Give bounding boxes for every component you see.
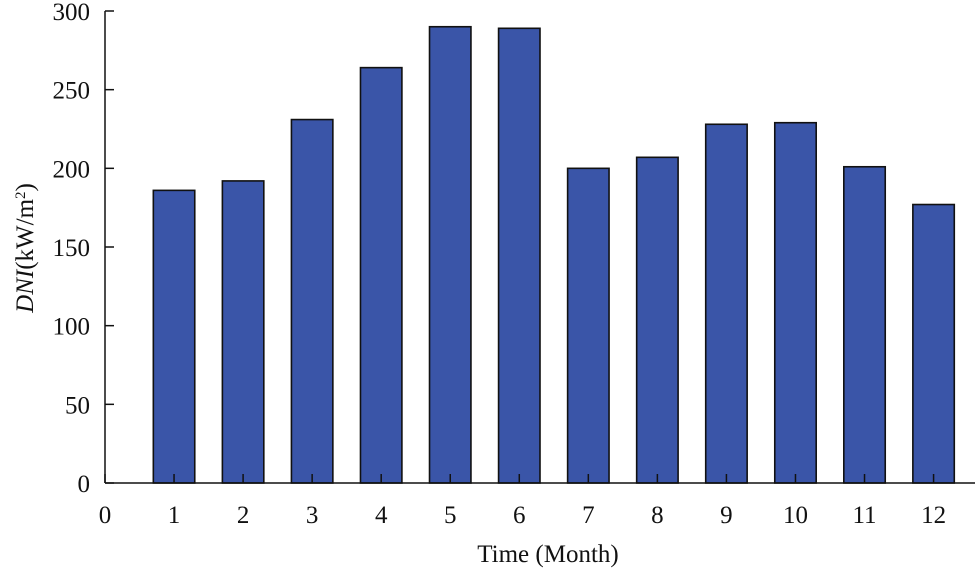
y-ticks-layer: 0 50 100 150 200 250 300 — [53, 0, 114, 498]
bar-month-11 — [843, 165, 887, 484]
x-tick-label: 3 — [306, 502, 319, 529]
x-tick-label: 8 — [651, 502, 664, 529]
bar-month-12 — [912, 203, 956, 484]
x-tick-label: 10 — [783, 502, 808, 529]
y-tick-label: 50 — [65, 392, 90, 419]
y-tick-label: 200 — [53, 156, 91, 183]
x-tick-label: 4 — [375, 502, 388, 529]
x-tick-label: 5 — [444, 502, 457, 529]
bar-month-5 — [428, 25, 472, 484]
x-ticks-layer: 0 1 2 3 4 5 6 7 8 9 10 11 12 — [99, 474, 946, 529]
x-tick-label: 11 — [852, 502, 876, 529]
bar-month-6 — [497, 27, 541, 484]
x-tick-label: 0 — [99, 502, 112, 529]
bars-layer — [152, 25, 956, 484]
x-axis-label: Time (Month) — [477, 541, 618, 568]
y-axis-label-close: ) — [12, 183, 39, 191]
x-tick-label: 12 — [921, 502, 946, 529]
y-tick-label: 0 — [78, 471, 91, 498]
bar-month-9 — [704, 123, 748, 484]
bar-month-10 — [773, 121, 817, 484]
y-tick-label: 100 — [53, 314, 91, 341]
y-axis-label-italic: DNI — [12, 268, 39, 314]
bar-month-1 — [152, 189, 196, 484]
x-tick-label: 7 — [582, 502, 595, 529]
x-tick-label: 2 — [237, 502, 250, 529]
x-tick-label: 1 — [168, 502, 181, 529]
y-axis-label-sup: 2 — [13, 191, 29, 199]
bar-month-3 — [290, 118, 334, 484]
x-tick-label: 9 — [720, 502, 733, 529]
bar-month-7 — [566, 167, 610, 484]
x-tick-label: 6 — [513, 502, 526, 529]
y-axis-label: DNI(kW/m2) — [12, 183, 39, 314]
y-tick-label: 300 — [53, 0, 91, 26]
y-tick-label: 250 — [53, 78, 91, 105]
y-axis-label-unit: (kW/m — [12, 198, 39, 269]
bar-month-8 — [635, 156, 679, 484]
bar-month-2 — [221, 180, 265, 484]
bar-month-4 — [359, 66, 403, 484]
y-tick-label: 150 — [53, 235, 91, 262]
